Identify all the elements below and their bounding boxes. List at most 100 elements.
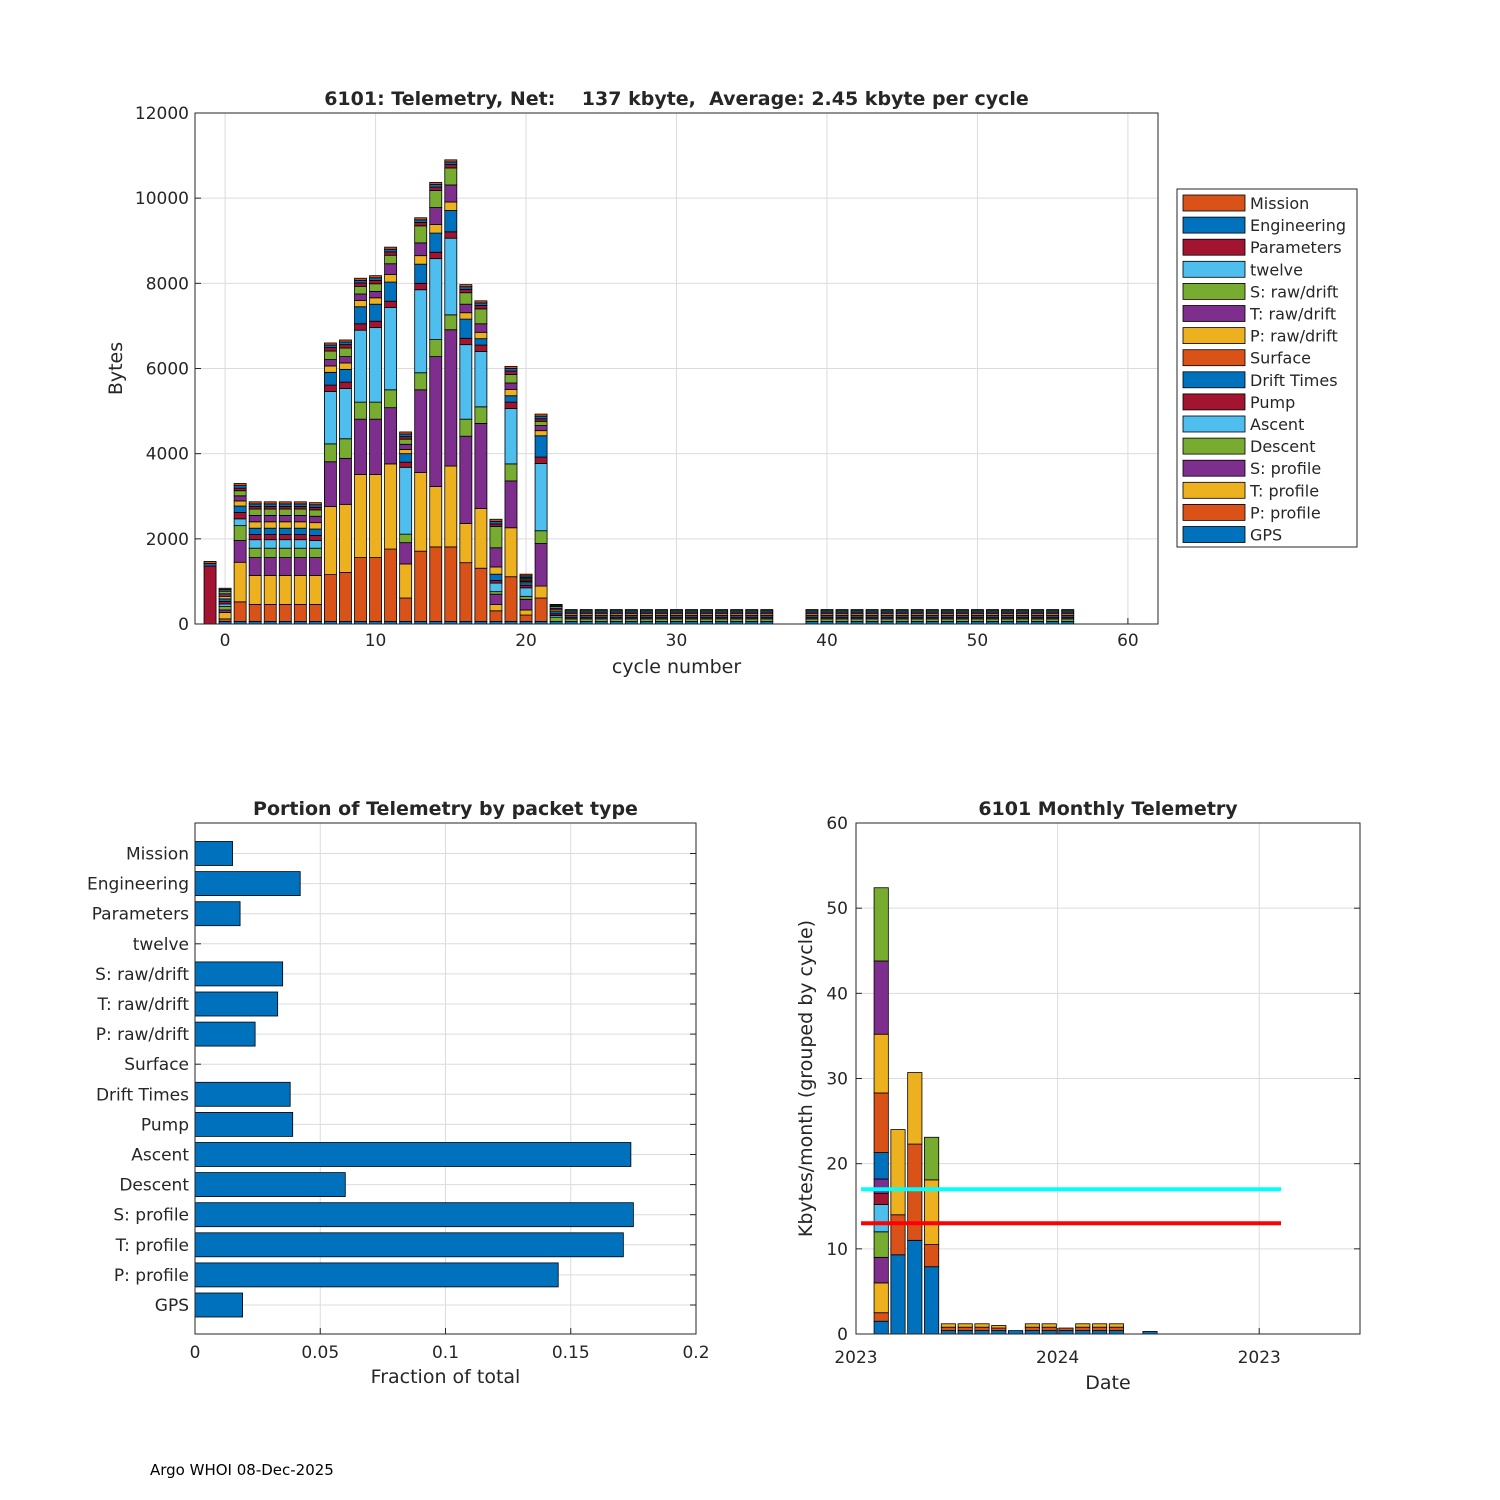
bar-segment [444,167,458,186]
bar-segment [354,285,367,295]
y-tick-label: 2000 [146,530,189,550]
bar-segment [907,1143,923,1241]
bar-segment [850,609,864,612]
bar-segment [820,609,834,612]
x-tick-label: 0.05 [301,1343,339,1363]
bar-segment [339,356,352,364]
bar-segment [1024,1330,1040,1335]
bar-segment [504,401,518,409]
category-label: Descent [119,1176,189,1196]
bar-segment [504,365,518,369]
legend-label: S: raw/drift [1250,282,1338,301]
bar-segment [369,320,382,329]
category-label: T: profile [115,1236,189,1256]
bar-segment [308,502,322,506]
bar-segment [414,372,428,391]
legend-swatch [1182,437,1246,455]
legend-swatch [1182,481,1246,499]
legend-swatch [1182,526,1246,543]
legend-swatch [1182,194,1246,212]
bar-segment [414,222,428,227]
bar-segment [474,406,488,424]
bar-segment [278,508,292,516]
bar-segment [639,609,653,612]
bar-segment [369,303,382,322]
bar-segment [354,418,367,475]
bar-segment [534,456,548,464]
bar [194,1112,294,1137]
bar-segment [429,186,443,191]
bar-segment [414,389,428,473]
y-tick-label: 8000 [146,274,189,294]
legend-label: Parameters [1250,238,1342,257]
x-tick-label: 0.1 [432,1343,459,1363]
bar-segment [369,327,382,403]
bar-segment [263,547,277,558]
bar-segment [384,254,398,265]
bar-segment [414,282,428,291]
bar-segment [308,509,322,517]
legend-label: Engineering [1250,216,1346,235]
bar-segment [534,585,548,599]
bar-segment [399,597,413,622]
bar-segment [203,565,217,625]
bar-segment [991,1330,1007,1335]
bar-segment [369,474,382,558]
bar-segment [907,1239,923,1335]
category-label: Pump [141,1115,189,1135]
bar-segment [873,1033,889,1094]
bar-segment [384,463,398,550]
bar-segment [940,1326,956,1331]
bar-segment [354,329,367,403]
bar-segment [324,359,337,367]
bar-segment [384,548,398,622]
bar-segment [534,543,548,587]
bar-segment [474,308,488,325]
bar-segment [308,547,322,558]
bar-segment [459,288,473,294]
bar-segment [399,453,413,463]
bar-segment [534,413,548,417]
bar-segment [489,610,503,622]
category-label: Parameters [92,905,189,925]
bar-segment [873,1204,889,1233]
bar-segment [354,293,367,301]
bar-segment [233,561,247,603]
x-axis-label: cycle number [612,656,741,678]
legend-label: Surface [1250,349,1311,368]
bar-segment [444,546,458,622]
y-tick-label: 4000 [146,445,189,465]
bar-segment [414,263,428,284]
bar-segment [1024,1323,1040,1328]
bar-segment [429,546,443,622]
bar-segment [354,401,367,420]
bar-segment [924,1136,940,1181]
bar-segment [873,1193,889,1205]
legend-swatch [1182,238,1246,256]
bar-segment [233,601,247,622]
bar-segment [384,246,398,250]
bar-segment [354,474,367,558]
bar-segment [233,505,247,513]
bar-segment [263,557,277,576]
bar-segment [429,190,443,208]
bar-segment [248,534,262,541]
bar-segment [369,297,382,305]
bar-segment [278,547,292,558]
x-tick-label: 10 [365,631,387,651]
bar-segment [308,535,322,541]
bar-segment [873,1152,889,1180]
x-tick-label: 50 [967,631,989,651]
bar-segment [414,255,428,265]
bar-segment [924,1266,940,1335]
bar-segment [504,576,518,622]
bar [194,1172,346,1197]
bar-segment [384,273,398,283]
bar-segment [835,609,849,612]
bar-segment [354,299,367,308]
bar-segment [308,540,322,549]
bar-segment [369,401,382,420]
bar-segment [278,575,292,605]
bar-segment [873,1178,889,1194]
bar-segment [1016,609,1029,612]
